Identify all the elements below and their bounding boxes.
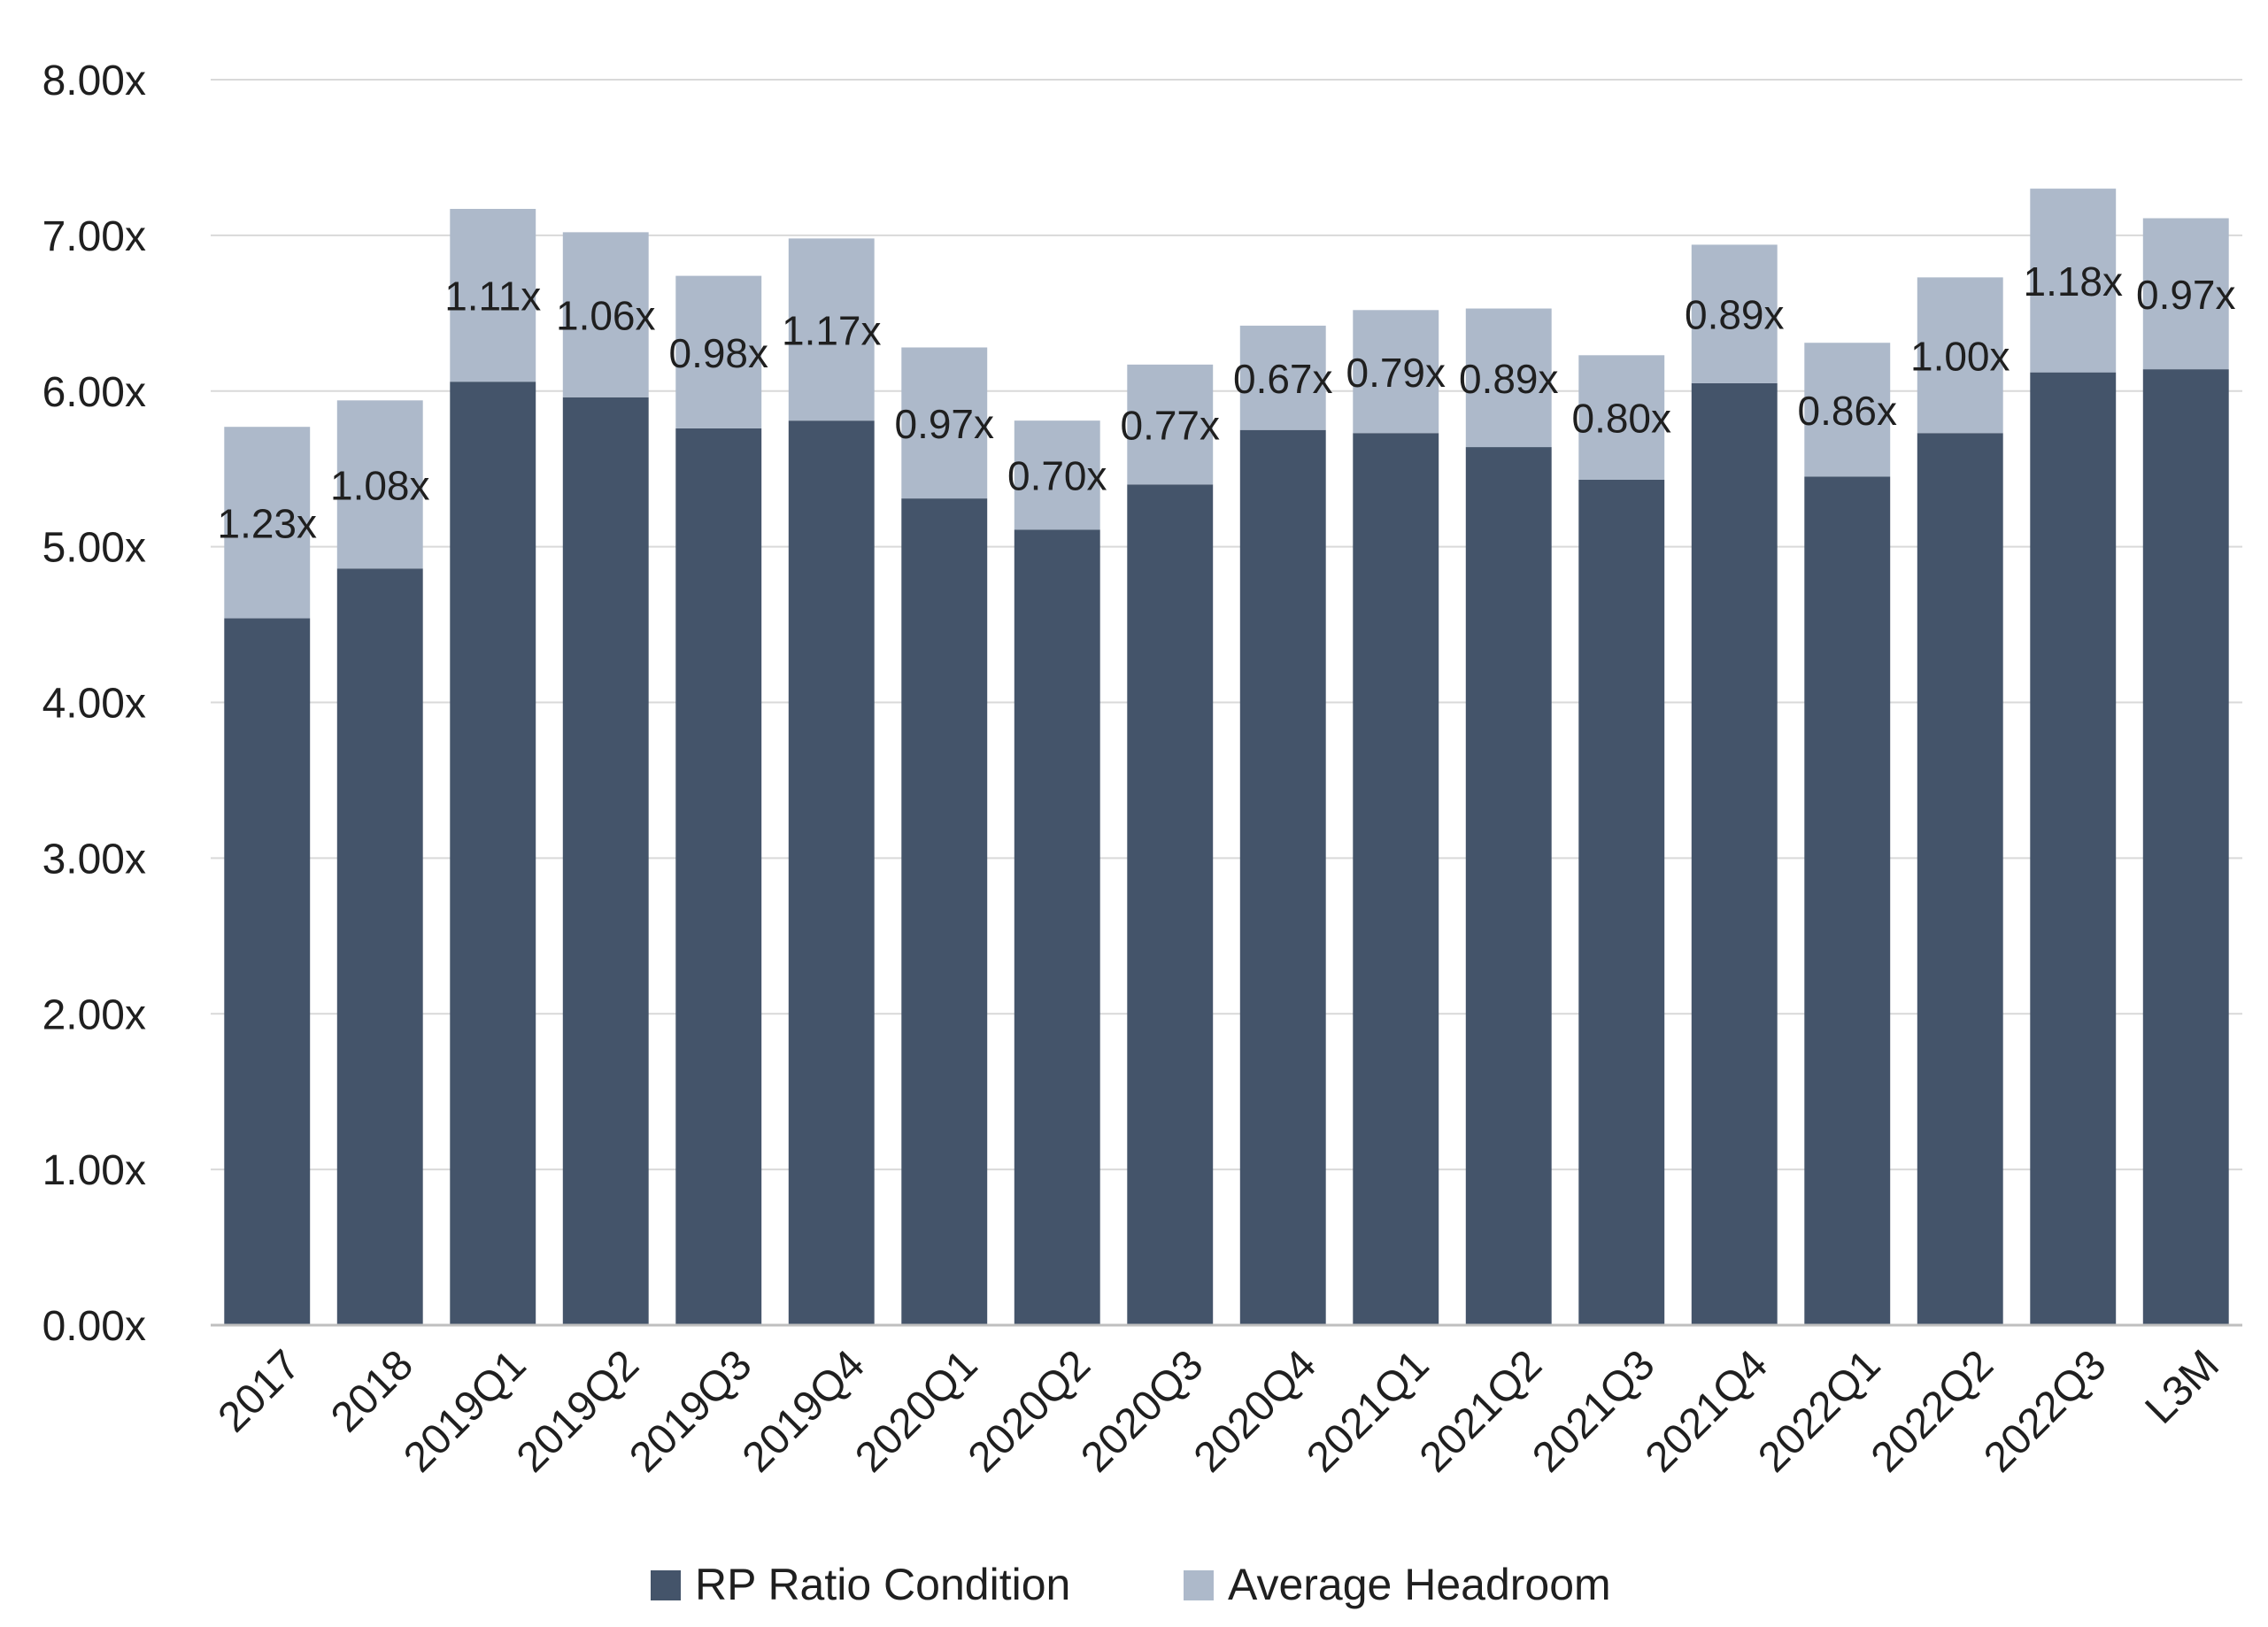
x-tick-label: 2018	[322, 1341, 422, 1441]
data-label: 0.79x	[1346, 350, 1446, 396]
bar-average-headroom	[1014, 420, 1100, 530]
x-tick-label: 2017	[210, 1341, 310, 1441]
data-label: 0.70x	[1007, 453, 1107, 499]
y-tick-label: 2.00x	[42, 991, 146, 1038]
bar-average-headroom	[1465, 308, 1552, 448]
bar-average-headroom	[1804, 343, 1891, 477]
y-tick-label: 5.00x	[42, 525, 146, 572]
x-tick-label: 2021Q2	[1411, 1341, 1551, 1481]
bar-average-headroom	[1917, 277, 2003, 434]
x-tick-label: 2022Q2	[1863, 1341, 2002, 1481]
bar-rp-ratio-condition	[336, 568, 423, 1325]
bar-average-headroom	[224, 427, 311, 619]
data-label: 1.06x	[556, 293, 656, 339]
x-tick-label: 2020Q1	[846, 1341, 986, 1481]
data-label: 0.89x	[1459, 356, 1559, 402]
bar-average-headroom	[2030, 189, 2117, 373]
legend-swatch	[651, 1570, 681, 1600]
bar-rp-ratio-condition	[901, 498, 988, 1325]
data-label: 0.80x	[1571, 396, 1671, 442]
data-label: 1.17x	[782, 307, 882, 353]
legend-label: Average Headroom	[1228, 1560, 1611, 1609]
data-label: 0.86x	[1797, 388, 1897, 434]
bar-rp-ratio-condition	[1127, 484, 1214, 1325]
bar-rp-ratio-condition	[788, 420, 875, 1325]
bar-average-headroom	[562, 232, 649, 397]
bar-rp-ratio-condition	[1578, 479, 1665, 1325]
y-tick-label: 6.00x	[42, 369, 146, 416]
bar-average-headroom	[1691, 244, 1778, 383]
data-label: 0.97x	[894, 401, 994, 447]
data-label: 0.77x	[1120, 403, 1220, 449]
y-tick-label: 1.00x	[42, 1147, 146, 1194]
bar-rp-ratio-condition	[1014, 529, 1100, 1325]
data-label: 1.08x	[330, 462, 430, 508]
x-tick-label: 2020Q3	[1072, 1341, 1212, 1481]
data-label: 1.00x	[1910, 333, 2010, 379]
x-tick-label: 2019Q2	[508, 1341, 648, 1481]
bar-rp-ratio-condition	[1917, 433, 2003, 1326]
legend-swatch	[1184, 1570, 1214, 1600]
bar-rp-ratio-condition	[1691, 382, 1778, 1325]
data-label: 1.23x	[217, 500, 317, 546]
bar-rp-ratio-condition	[1239, 429, 1326, 1325]
bar-rp-ratio-condition	[1804, 476, 1891, 1325]
bar-average-headroom	[675, 275, 762, 428]
x-tick-label: L3M	[2137, 1341, 2229, 1433]
bar-rp-ratio-condition	[562, 397, 649, 1325]
x-tick-label: 2019Q1	[395, 1341, 535, 1481]
data-label: 1.11x	[444, 274, 541, 320]
bar-average-headroom	[450, 208, 536, 382]
bar-average-headroom	[1578, 355, 1665, 480]
bar-rp-ratio-condition	[450, 382, 536, 1325]
data-label: 0.89x	[1685, 292, 1785, 338]
data-label: 0.97x	[2136, 272, 2236, 318]
y-tick-label: 3.00x	[42, 836, 146, 883]
bar-rp-ratio-condition	[224, 618, 311, 1325]
legend-item-rp-ratio-condition: RP Ratio Condition	[651, 1560, 1070, 1609]
bar-rp-ratio-condition	[1353, 433, 1439, 1326]
data-labels: 1.23x 1.08x 1.11x 1.06x 0.98x 1.17x 0.97x 0.70x…	[217, 258, 2235, 546]
x-tick-label: 2021Q3	[1524, 1341, 1663, 1481]
bar-rp-ratio-condition	[2142, 369, 2229, 1326]
data-label: 0.98x	[668, 330, 768, 376]
bar-rp-ratio-condition	[1465, 447, 1552, 1325]
x-tick-label: 2020Q4	[1185, 1341, 1325, 1481]
gridlines	[211, 79, 2242, 1171]
y-tick-label: 8.00x	[42, 58, 146, 104]
bar-average-headroom	[901, 347, 988, 499]
data-label: 1.18x	[2023, 258, 2123, 305]
bar-average-headroom	[336, 400, 423, 569]
bar-average-headroom	[2142, 218, 2229, 370]
legend-label: RP Ratio Condition	[695, 1560, 1070, 1609]
x-tick-label: 2022Q1	[1749, 1341, 1889, 1481]
x-tick-label: 2020Q2	[960, 1341, 1099, 1481]
y-tick-label: 4.00x	[42, 681, 146, 728]
y-tick-label: 7.00x	[42, 213, 146, 260]
legend: RP Ratio Condition Average Headroom	[651, 1560, 1611, 1609]
data-label: 0.67x	[1233, 356, 1333, 402]
x-tick-label: 2021Q4	[1637, 1341, 1777, 1481]
bars	[224, 189, 2229, 1326]
bar-average-headroom	[788, 238, 875, 421]
y-tick-label: 0.00x	[42, 1303, 146, 1350]
x-tick-label: 2022Q3	[1975, 1341, 2115, 1481]
bar-rp-ratio-condition	[2030, 372, 2117, 1325]
bar-average-headroom	[1353, 310, 1439, 434]
x-tick-label: 2019Q4	[734, 1341, 874, 1481]
bar-rp-ratio-condition	[675, 428, 762, 1326]
bar-average-headroom	[1127, 364, 1214, 485]
legend-item-average-headroom: Average Headroom	[1184, 1560, 1611, 1609]
x-tick-label: 2021Q1	[1298, 1341, 1438, 1481]
x-tick-label: 2019Q3	[621, 1341, 760, 1481]
bar-average-headroom	[1239, 325, 1326, 430]
